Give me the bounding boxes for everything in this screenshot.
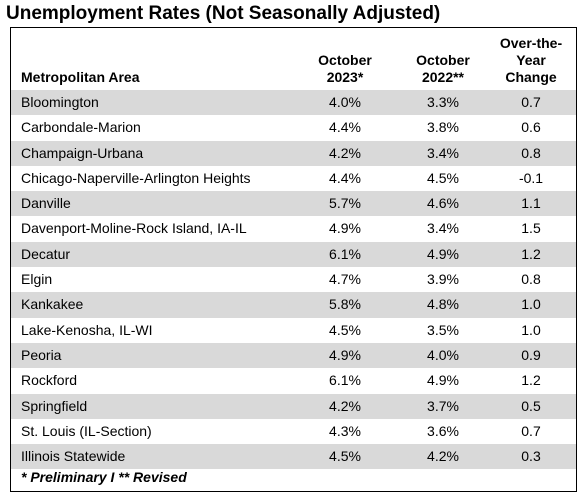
cell-area: Springfield [21,397,88,414]
table-row: Chicago-Naperville-Arlington Heights 4.4… [11,166,576,191]
cell-change: 0.8 [521,144,541,161]
table-row: Kankakee 5.8% 4.8% 1.0 [11,292,576,318]
header-over-the-year-change: Over-the- Year Change [491,35,571,86]
header-october-2022-line1: October [416,52,470,68]
table-row: Davenport-Moline-Rock Island, IA-IL 4.9%… [11,216,576,241]
table-row: Lake-Kenosha, IL-WI 4.5% 3.5% 1.0 [11,318,576,343]
cell-oct-2022: 4.8% [427,296,459,313]
cell-change: 1.0 [521,321,541,338]
table-row: Peoria 4.9% 4.0% 0.9 [11,342,576,369]
cell-oct-2023: 4.9% [329,346,361,363]
cell-change: 1.0 [521,296,541,313]
cell-oct-2022: 3.3% [427,94,459,110]
cell-area: Lake-Kenosha, IL-WI [21,321,153,338]
header-change-line3: Change [505,69,557,85]
table-row: Illinois Statewide 4.5% 4.2% 0.3 [11,444,576,470]
unemployment-table: Metropolitan Area October 2023* October … [10,27,577,492]
cell-area: Bloomington [21,94,99,110]
cell-change: 1.1 [521,195,541,212]
cell-change: 0.9 [521,346,541,363]
cell-area: Elgin [21,271,53,288]
cell-area: St. Louis (IL-Section) [21,422,152,439]
cell-oct-2023: 4.5% [329,321,361,338]
table-body: Bloomington 4.0% 3.3% 0.7 Carbondale-Mar… [11,90,576,470]
cell-oct-2023: 4.5% [329,448,361,465]
cell-area: Peoria [21,346,62,363]
table-row: Danville 5.7% 4.6% 1.1 [11,191,576,217]
header-change-line1: Over-the- [499,35,563,51]
cell-oct-2022: 4.2% [427,448,459,465]
cell-area: Champaign-Urbana [21,144,144,161]
cell-change: 0.5 [521,397,541,414]
cell-oct-2022: 3.5% [427,321,459,338]
cell-change: 1.2 [521,245,541,262]
table-row: Champaign-Urbana 4.2% 3.4% 0.8 [11,140,576,166]
table-row: St. Louis (IL-Section) 4.3% 3.6% 0.7 [11,419,576,444]
cell-oct-2023: 4.9% [329,220,361,237]
cell-oct-2022: 3.4% [427,220,459,237]
header-change-line2: Year [516,52,546,68]
cell-oct-2023: 6.1% [329,245,361,262]
cell-oct-2022: 4.5% [427,169,459,186]
cell-change: -0.1 [518,169,544,186]
page-title: Unemployment Rates (Not Seasonally Adjus… [6,3,441,24]
cell-oct-2023: 5.7% [329,195,361,212]
header-october-2023-line1: October [318,52,372,68]
table-row: Bloomington 4.0% 3.3% 0.7 [11,90,576,116]
cell-area: Davenport-Moline-Rock Island, IA-IL [21,220,247,237]
table-row: Springfield 4.2% 3.7% 0.5 [11,393,576,419]
cell-change: 0.8 [521,271,541,288]
cell-area: Decatur [21,245,71,262]
cell-oct-2022: 3.6% [427,422,459,439]
cell-oct-2023: 4.3% [329,422,361,439]
cell-oct-2023: 4.0% [329,94,361,110]
header-october-2023-line2: 2023* [326,69,364,85]
cell-oct-2023: 6.1% [329,372,361,389]
cell-change: 1.5 [521,220,541,237]
cell-oct-2022: 3.7% [427,397,459,414]
cell-change: 0.7 [521,94,541,110]
cell-change: 1.2 [521,372,541,389]
cell-oct-2023: 5.8% [329,296,361,313]
cell-oct-2023: 4.4% [329,169,361,186]
cell-oct-2022: 4.9% [427,245,459,262]
table-row: Elgin 4.7% 3.9% 0.8 [11,267,576,292]
cell-oct-2022: 4.6% [427,195,459,212]
table-header: Metropolitan Area October 2023* October … [11,28,576,90]
cell-oct-2022: 3.9% [427,271,459,288]
cell-oct-2022: 4.0% [427,346,459,363]
cell-area: Carbondale-Marion [21,119,141,136]
cell-change: 0.7 [521,422,541,439]
cell-area: Danville [21,195,71,212]
cell-oct-2022: 4.9% [427,372,459,389]
cell-area: Chicago-Naperville-Arlington Heights [21,169,251,186]
header-october-2022-line2: 2022** [421,69,465,85]
footnote: * Preliminary I ** Revised [21,469,187,485]
cell-oct-2022: 3.4% [427,144,459,161]
cell-change: 0.6 [521,119,541,136]
header-october-2023: October 2023* [306,52,384,86]
cell-oct-2022: 3.8% [427,119,459,136]
cell-oct-2023: 4.4% [329,119,361,136]
cell-area: Illinois Statewide [21,448,126,465]
table-row: Decatur 6.1% 4.9% 1.2 [11,241,576,268]
cell-oct-2023: 4.2% [329,397,361,414]
cell-oct-2023: 4.2% [329,144,361,161]
header-october-2022: October 2022** [404,52,482,86]
cell-oct-2023: 4.7% [329,271,361,288]
table-row: Carbondale-Marion 4.4% 3.8% 0.6 [11,115,576,140]
header-metropolitan-area: Metropolitan Area [21,69,140,85]
cell-area: Rockford [21,372,78,389]
table-row: Rockford 6.1% 4.9% 1.2 [11,368,576,393]
cell-area: Kankakee [21,296,84,313]
cell-change: 0.3 [521,448,541,465]
